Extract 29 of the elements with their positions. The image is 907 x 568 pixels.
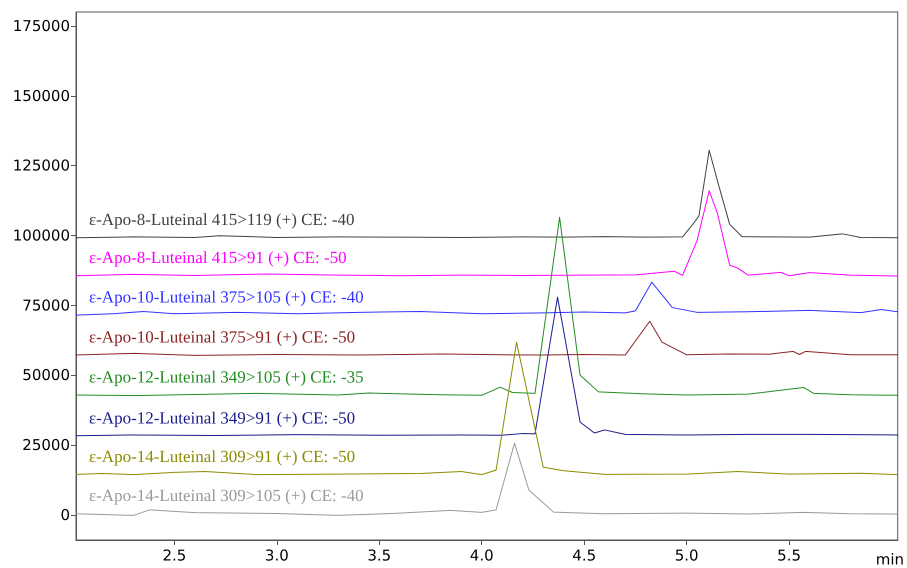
series-label: ε-Apo-12-Luteinal 349>105 (+) CE: -35	[89, 368, 364, 387]
line-series	[76, 320, 898, 356]
y-tick-label: 150000	[12, 86, 70, 105]
x-tick-label: 4.5	[572, 546, 596, 564]
series-label: ε-Apo-8-Luteinal 415>91 (+) CE: -50	[89, 248, 347, 268]
line-series	[76, 442, 898, 516]
line-series	[76, 282, 898, 316]
line-series	[76, 150, 898, 238]
y-tick-label: 25000	[22, 436, 70, 454]
series-label: ε-Apo-14-Luteinal 309>91 (+) CE: -50	[89, 446, 356, 466]
y-tick-label: 175000	[12, 16, 70, 35]
x-tick-label: 5.5	[777, 546, 802, 564]
series-label: ε-Apo-10-Luteinal 375>105 (+) CE: -40	[89, 288, 364, 307]
series-label: ε-Apo-14-Luteinal 309>105 (+) CE: -40	[89, 486, 364, 506]
x-tick-label: 3.0	[264, 546, 289, 564]
x-tick-label: 3.5	[367, 546, 392, 564]
y-tick-label: 50000	[22, 366, 70, 384]
x-tick-label: 4.0	[470, 546, 494, 564]
y-tick-label: 125000	[12, 156, 70, 175]
x-axis-title: min	[876, 550, 904, 568]
series-label: ε-Apo-8-Luteinal 415>119 (+) CE: -40	[89, 210, 355, 230]
x-tick-label: 5.0	[674, 546, 699, 564]
series-label: ε-Apo-12-Luteinal 349>91 (+) CE: -50	[89, 408, 356, 428]
series-label: ε-Apo-10-Luteinal 375>91 (+) CE: -50	[89, 328, 356, 347]
x-tick-label: 2.5	[162, 546, 186, 564]
y-tick-label: 75000	[22, 296, 70, 314]
line-series	[76, 190, 898, 276]
y-tick-label: 100000	[12, 226, 70, 244]
y-tick-label: 0	[60, 506, 70, 524]
